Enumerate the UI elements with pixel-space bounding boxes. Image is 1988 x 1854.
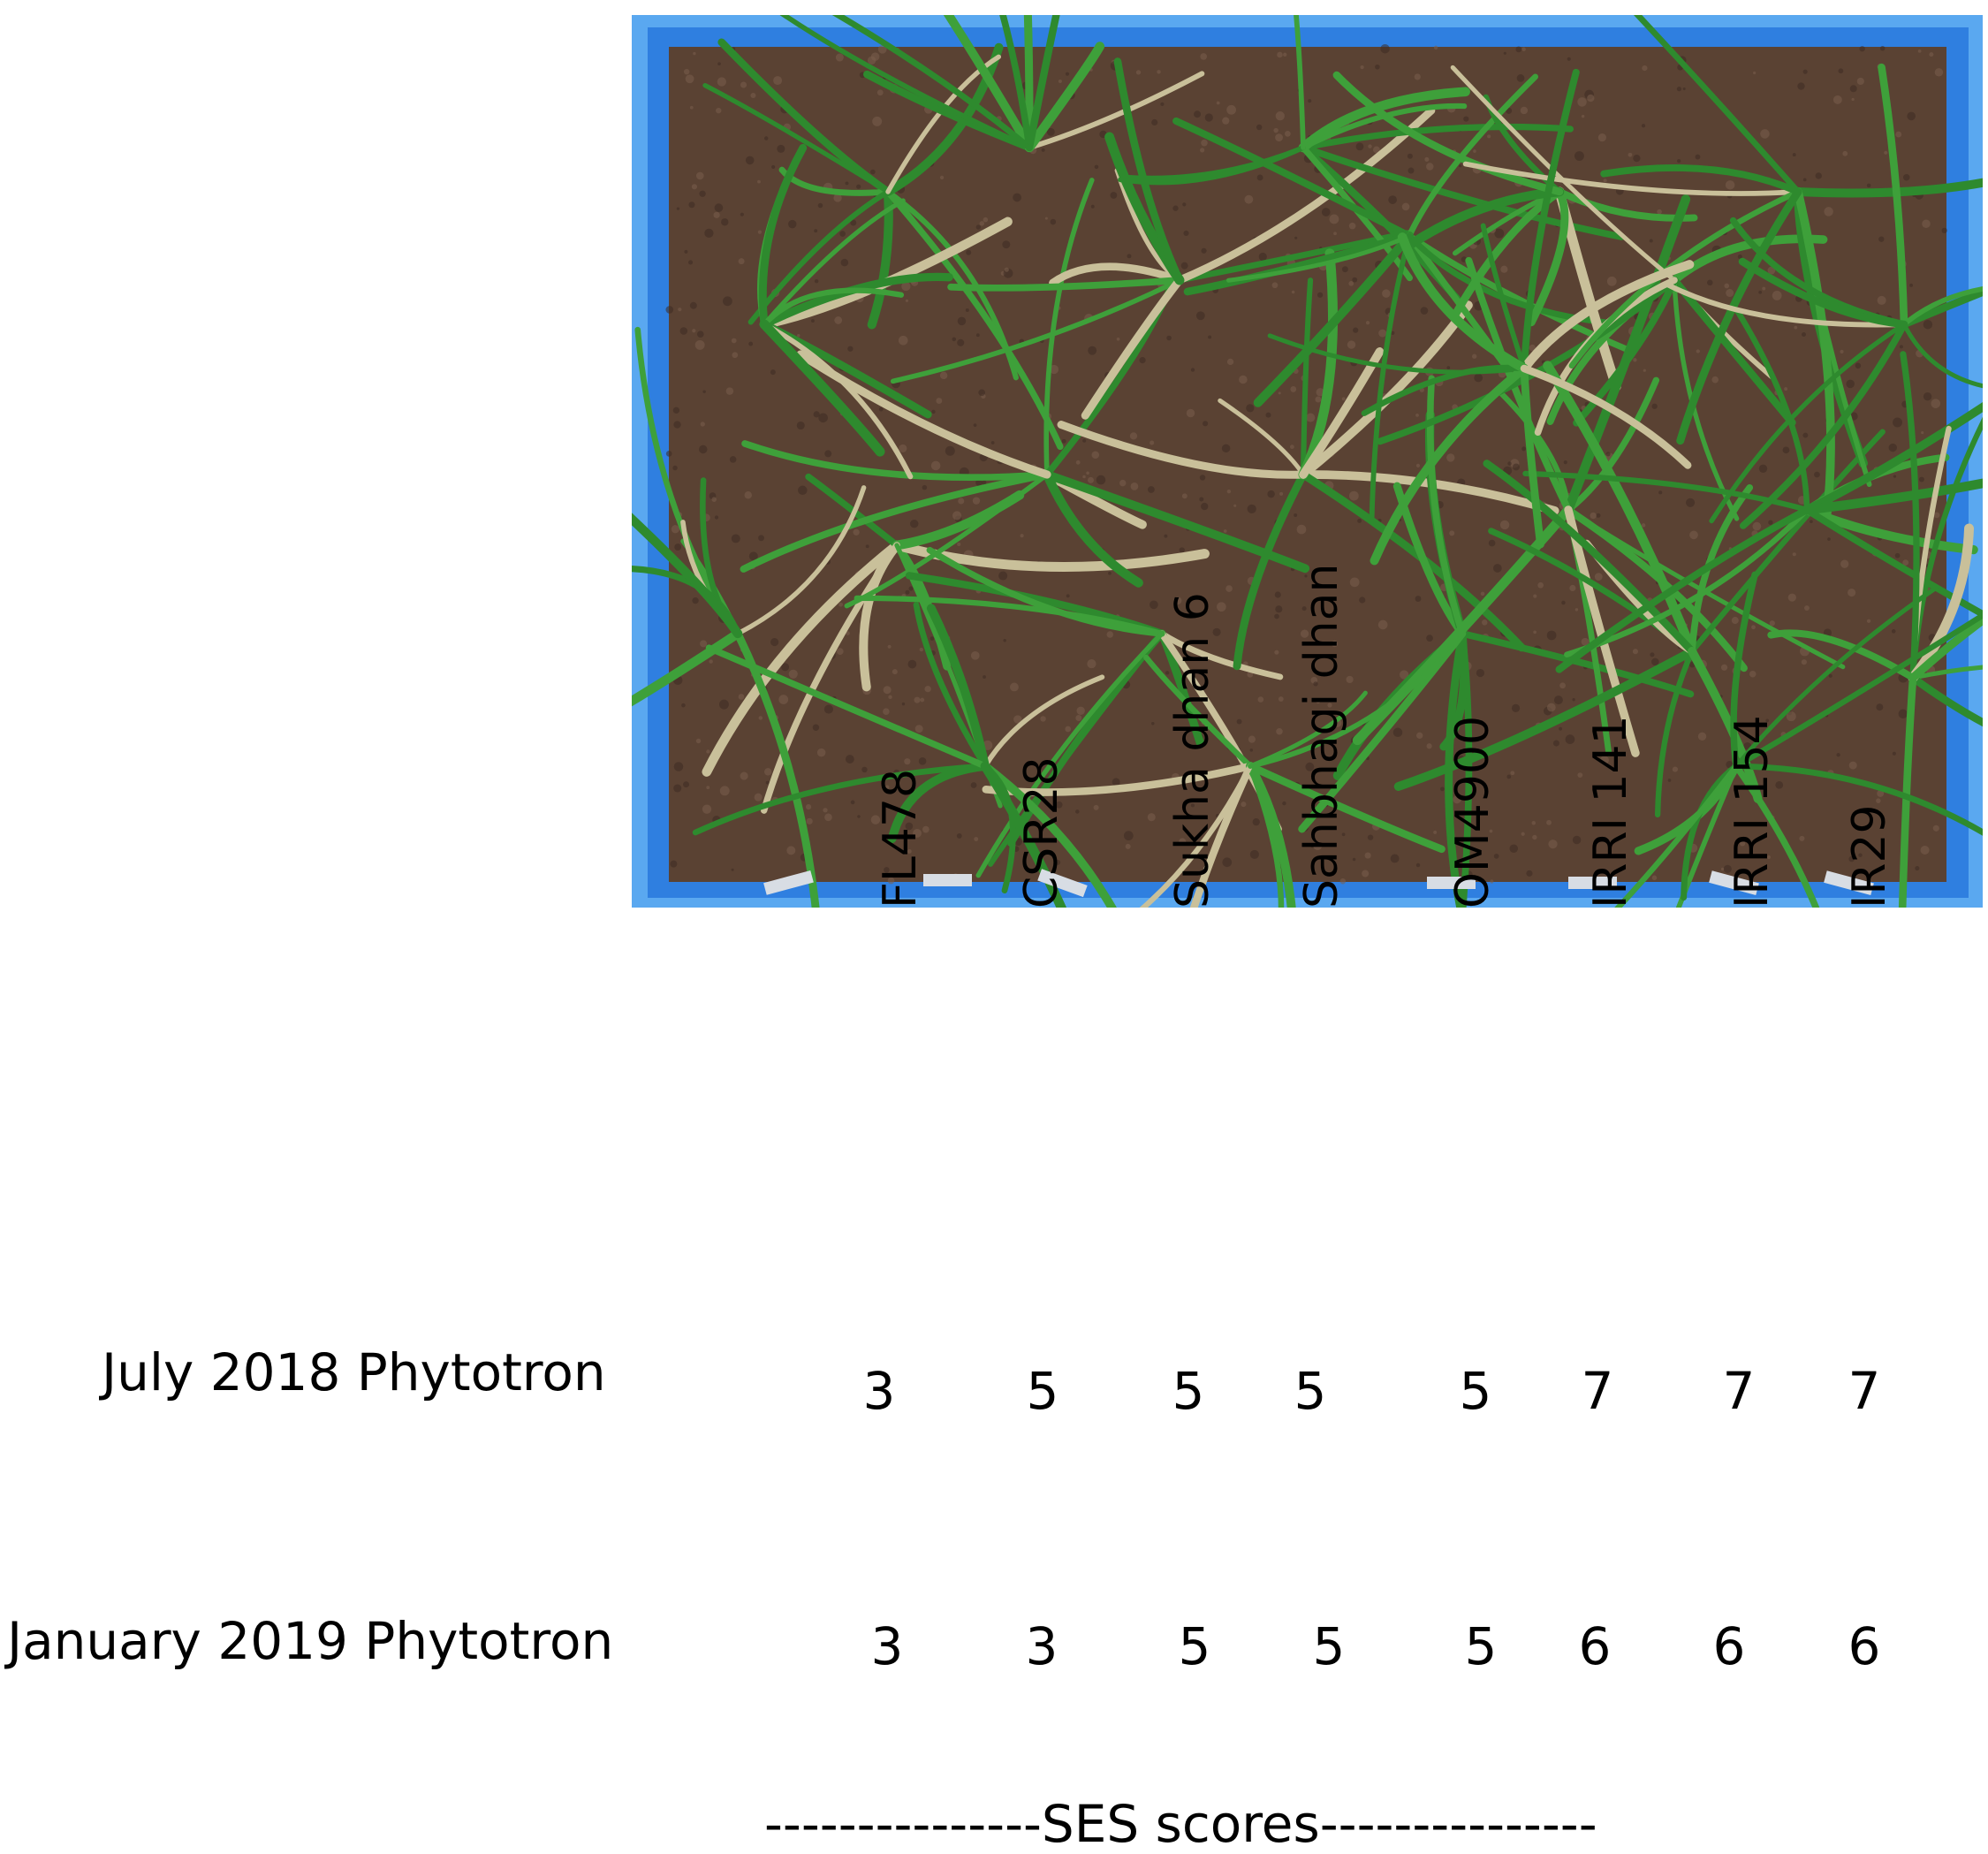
score-july-OM4900: 5 xyxy=(1459,1361,1492,1421)
score-january-FL478: 3 xyxy=(870,1616,904,1676)
score-july-IRRI-141: 7 xyxy=(1581,1361,1614,1421)
variety-label-text: OM4900 xyxy=(1446,715,1499,908)
score-july-CSR28: 5 xyxy=(1026,1361,1059,1421)
variety-label-text: Sahbhagi dhan xyxy=(1295,563,1348,908)
score-july-sukha-dhan-6: 5 xyxy=(1172,1361,1205,1421)
score-january-IRRI-154: 6 xyxy=(1712,1616,1746,1676)
score-january-sukha-dhan-6: 5 xyxy=(1178,1616,1211,1676)
score-january-CSR28: 3 xyxy=(1025,1616,1058,1676)
score-january-IR29: 6 xyxy=(1848,1616,1881,1676)
variety-label-text: IR29 xyxy=(1843,804,1896,908)
ses-scores-caption: ---------------SES scores--------------- xyxy=(764,1794,1597,1854)
row-label-january-2019: January 2019 Phytotron xyxy=(7,1611,614,1671)
score-july-sahbhagi-dhan: 5 xyxy=(1294,1361,1327,1421)
score-january-sahbhagi-dhan: 5 xyxy=(1312,1616,1346,1676)
variety-label-text: CSR28 xyxy=(1015,756,1068,908)
seedling-tray-photo xyxy=(632,15,1983,908)
score-january-OM4900: 5 xyxy=(1464,1616,1498,1676)
row-label-july-2018: July 2018 Phytotron xyxy=(102,1342,606,1402)
score-july-FL478: 3 xyxy=(862,1361,896,1421)
variety-label-text: IRRI 154 xyxy=(1726,715,1779,908)
variety-label-text: FL478 xyxy=(874,768,927,908)
variety-label-text: Sukha dhan 6 xyxy=(1166,592,1219,908)
variety-label-text: IRRI 141 xyxy=(1584,715,1637,908)
score-july-IRRI-154: 7 xyxy=(1722,1361,1756,1421)
score-january-IRRI-141: 6 xyxy=(1578,1616,1612,1676)
score-july-IR29: 7 xyxy=(1848,1361,1881,1421)
